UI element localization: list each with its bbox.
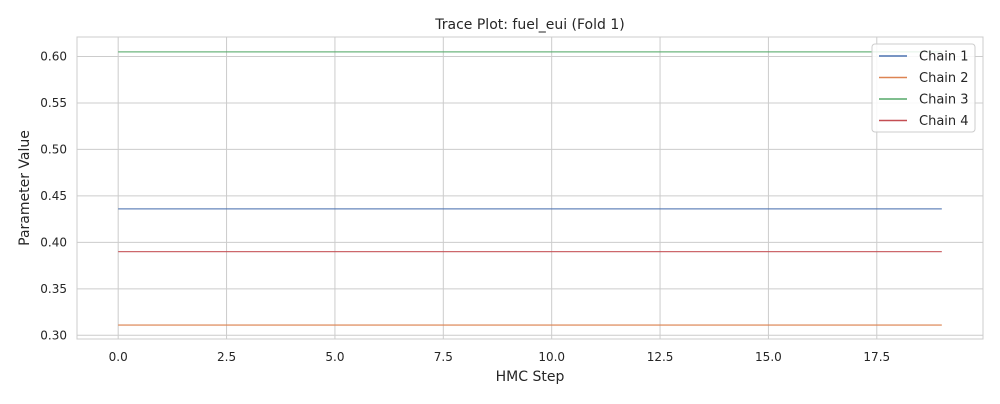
y-tick-label: 0.35 (40, 282, 67, 296)
chart-title: Trace Plot: fuel_eui (Fold 1) (434, 17, 624, 33)
legend-label-chain-2: Chain 2 (919, 71, 969, 86)
x-tick-label: 5.0 (325, 350, 344, 364)
x-tick-label: 17.5 (863, 350, 890, 364)
x-tick-label: 12.5 (647, 350, 674, 364)
legend: Chain 1 Chain 2 Chain 3 Chain 4 (871, 43, 976, 133)
x-tick-label: 15.0 (755, 350, 782, 364)
plot-area (76, 36, 984, 340)
x-axis-label: HMC Step (496, 369, 565, 385)
x-tick-label: 2.5 (217, 350, 236, 364)
y-axis-label: Parameter Value (17, 130, 33, 246)
y-tick-labels: 0.30 0.35 0.40 0.45 0.50 0.55 0.60 (40, 50, 67, 343)
x-tick-label: 7.5 (434, 350, 453, 364)
legend-label-chain-4: Chain 4 (919, 114, 969, 129)
y-tick-label: 0.60 (40, 50, 67, 64)
grid-layer (77, 37, 983, 339)
series-layer (118, 51, 942, 326)
legend-label-chain-1: Chain 1 (919, 50, 969, 65)
legend-items: Chain 1 Chain 2 Chain 3 Chain 4 (879, 50, 969, 129)
y-tick-label: 0.50 (40, 142, 67, 156)
y-tick-label: 0.30 (40, 328, 67, 342)
x-tick-labels: 0.0 2.5 5.0 7.5 10.0 12.5 15.0 17.5 (109, 350, 891, 364)
legend-box (871, 43, 976, 133)
y-tick-label: 0.55 (40, 96, 67, 110)
y-tick-label: 0.45 (40, 189, 67, 203)
legend-label-chain-3: Chain 3 (919, 93, 969, 108)
x-tick-label: 10.0 (538, 350, 565, 364)
y-tick-label: 0.40 (40, 235, 67, 249)
x-tick-label: 0.0 (109, 350, 128, 364)
